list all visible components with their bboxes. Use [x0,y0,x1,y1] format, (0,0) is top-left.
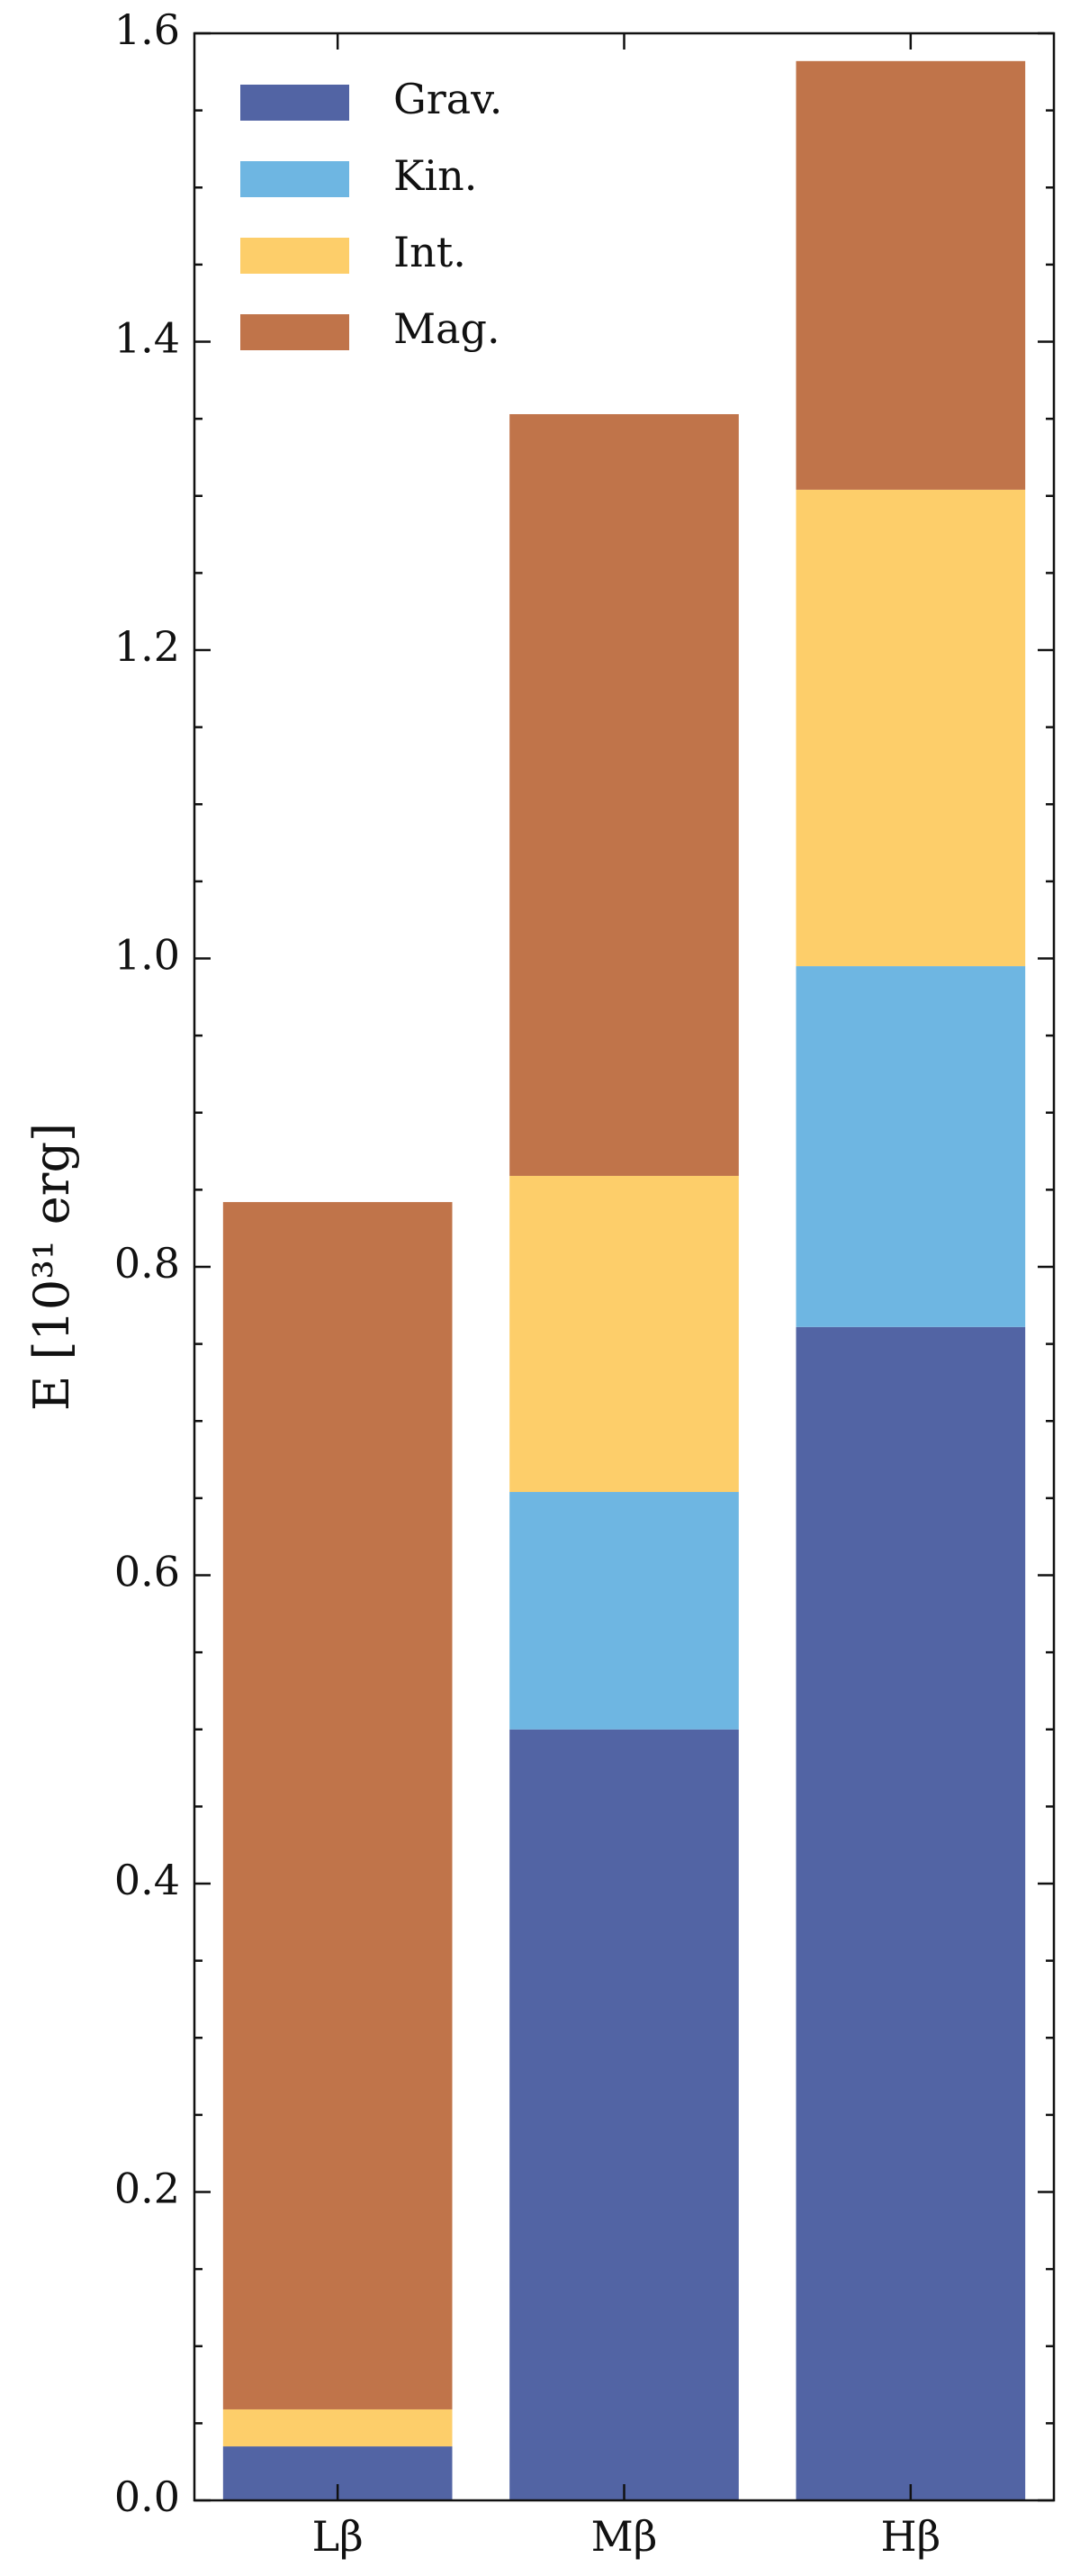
bar-segment [509,1492,739,1730]
y-tick-label: 1.6 [114,5,180,54]
bar-segment [796,489,1026,967]
legend-label: Kin. [393,151,477,200]
legend-swatch [240,238,349,274]
y-tick-label: 0.8 [114,1239,180,1288]
legend-swatch [240,161,349,197]
bar-segment [509,1175,739,1493]
bar-segment [796,1326,1026,2500]
bar-segment [222,2409,453,2447]
x-tick-label: Hβ [880,2512,940,2561]
bar-segment [509,413,739,1176]
bar-segment [796,966,1026,1327]
bar-segment [509,1729,739,2500]
y-tick-label: 1.4 [114,314,180,363]
y-axis-label: E [10³¹ erg] [23,1123,80,1411]
legend-swatch [240,314,349,350]
bar-segment [796,60,1026,490]
y-tick-label: 0.6 [114,1548,180,1596]
y-tick-label: 1.0 [114,931,180,980]
y-tick-label: 0.4 [114,1856,180,1904]
legend-swatch [240,85,349,121]
legend-label: Int. [393,228,466,276]
x-tick-label: Mβ [591,2512,658,2561]
legend-label: Mag. [393,304,500,353]
legend-label: Grav. [393,75,502,123]
bar-segment [222,1202,453,2409]
y-tick-label: 0.2 [114,2165,180,2213]
y-tick-label: 0.0 [114,2472,180,2521]
y-tick-label: 1.2 [114,622,180,671]
x-tick-label: Lβ [312,2512,364,2561]
